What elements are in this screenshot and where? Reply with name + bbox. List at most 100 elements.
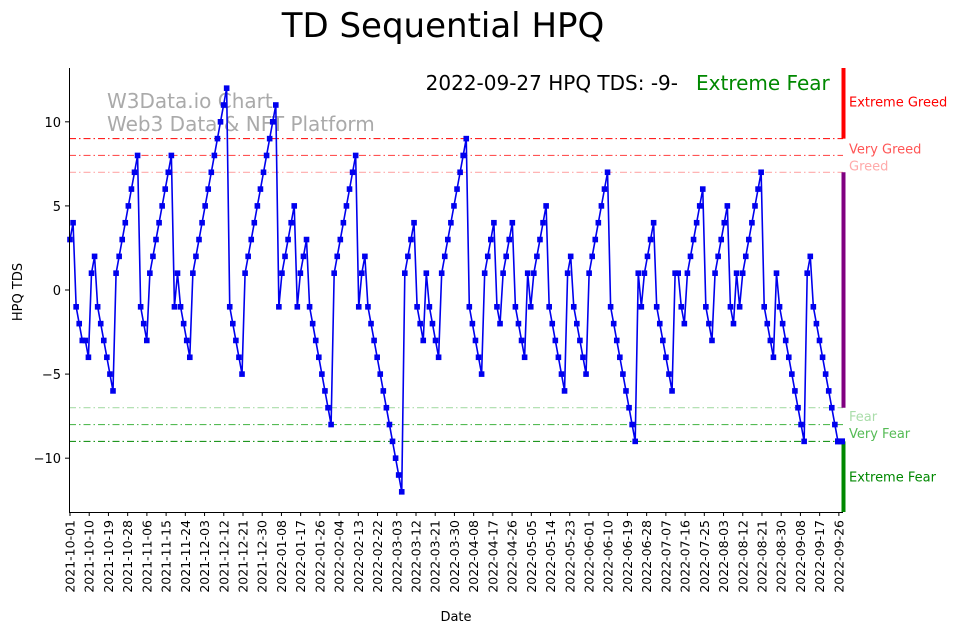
watermark-line2: Web3 Data & NFT Platform	[107, 112, 375, 136]
x-tick-label: 2021-10-01	[63, 520, 78, 593]
data-point	[518, 337, 525, 344]
y-tick-label: 10	[44, 116, 61, 131]
data-point	[469, 320, 476, 327]
x-tick-label: 2022-08-03	[716, 520, 731, 593]
data-point	[119, 236, 126, 243]
data-point	[199, 219, 205, 226]
data-point	[441, 253, 448, 260]
data-point	[534, 253, 540, 260]
data-point	[303, 236, 310, 243]
data-point	[309, 320, 316, 327]
data-point	[488, 236, 494, 243]
data-point	[696, 203, 703, 209]
data-point	[352, 152, 359, 159]
data-point	[239, 371, 245, 377]
data-point	[699, 186, 706, 192]
data-point	[448, 219, 454, 226]
data-point	[457, 169, 463, 176]
data-point	[88, 270, 95, 276]
data-point	[561, 388, 568, 394]
data-point	[79, 337, 86, 344]
data-point	[73, 304, 79, 310]
data-point	[116, 253, 122, 260]
data-point	[718, 236, 725, 243]
data-point	[703, 304, 709, 310]
data-point	[386, 421, 393, 428]
data-point	[70, 219, 76, 226]
data-point	[405, 253, 411, 260]
data-point	[807, 253, 814, 260]
watermark: W3Data.io Chart Web3 Data & NFT Platform	[107, 89, 375, 136]
x-tick-label: 2022-02-13	[351, 520, 366, 593]
data-point	[660, 337, 666, 344]
data-point	[574, 320, 580, 327]
x-tick-label: 2021-12-03	[197, 520, 212, 593]
data-point	[494, 304, 500, 310]
data-point	[438, 270, 445, 276]
data-point	[334, 253, 341, 260]
data-point	[374, 354, 380, 361]
data-point	[567, 253, 574, 260]
data-point	[100, 337, 107, 344]
data-point	[325, 404, 331, 411]
data-point	[251, 219, 258, 226]
data-point	[736, 304, 743, 310]
data-point	[604, 169, 611, 176]
data-point	[104, 354, 110, 361]
data-point	[693, 219, 700, 226]
y-tick-label: 0	[53, 284, 61, 299]
data-point	[365, 304, 371, 310]
data-point	[598, 203, 605, 209]
data-point	[214, 135, 221, 142]
data-point	[337, 236, 344, 243]
data-point	[266, 135, 273, 142]
data-point	[143, 337, 150, 344]
data-point	[395, 472, 402, 478]
data-point	[162, 186, 169, 192]
data-point	[558, 371, 565, 377]
data-point	[217, 119, 224, 125]
data-point	[515, 320, 522, 327]
data-point	[168, 152, 175, 159]
data-point	[773, 270, 780, 276]
data-point	[635, 270, 642, 276]
data-point	[785, 354, 792, 361]
data-point	[629, 421, 635, 428]
data-point	[491, 219, 497, 226]
data-point	[549, 320, 556, 327]
data-point	[110, 388, 116, 394]
x-tick-label: 2022-05-23	[562, 520, 577, 593]
y-ticks: −10 −5 0 5 10	[34, 116, 69, 467]
data-point	[761, 304, 768, 310]
data-point	[165, 169, 172, 176]
data-point	[767, 337, 774, 344]
data-point	[260, 169, 267, 176]
data-point	[128, 186, 135, 192]
x-tick-label: 2021-11-24	[178, 520, 193, 593]
data-point	[371, 337, 377, 344]
data-point	[408, 236, 414, 243]
data-point	[223, 85, 230, 91]
x-tick-label: 2021-11-15	[159, 520, 174, 593]
data-point	[681, 320, 688, 327]
x-axis-label: Date	[440, 610, 471, 625]
data-point	[570, 304, 577, 310]
data-point	[156, 219, 162, 226]
data-point	[202, 203, 208, 209]
x-tick-label: 2022-08-12	[735, 520, 750, 593]
data-point	[690, 236, 697, 243]
data-point	[825, 388, 832, 394]
annotation-text: 2022-09-27 HPQ TDS: -9-	[426, 71, 678, 95]
data-point	[752, 203, 758, 209]
x-tick-label: 2021-11-06	[139, 520, 154, 593]
data-point	[417, 320, 423, 327]
data-point	[675, 270, 681, 276]
x-tick-label: 2022-02-04	[332, 520, 347, 593]
data-point	[684, 270, 691, 276]
data-point	[531, 270, 537, 276]
data-point	[349, 169, 356, 176]
data-point	[755, 186, 761, 192]
data-point	[174, 270, 181, 276]
data-point	[663, 354, 669, 361]
